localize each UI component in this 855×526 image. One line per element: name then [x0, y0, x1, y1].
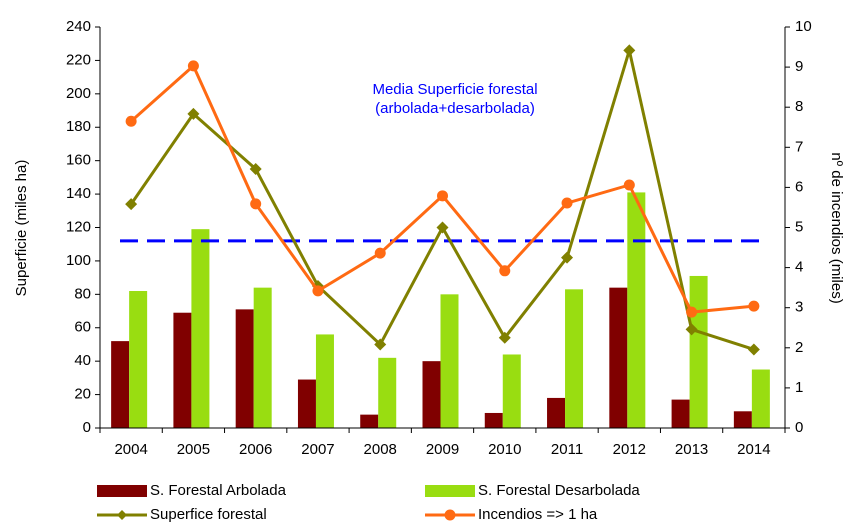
bar: [378, 357, 397, 428]
legend-swatch: [425, 485, 475, 497]
y2-tick-label: 4: [795, 259, 803, 276]
y-tick-label: 100: [66, 252, 91, 269]
legend-marker: [117, 510, 127, 520]
line-marker: [747, 343, 760, 356]
line-marker: [498, 331, 511, 344]
y2-tick-label: 10: [795, 18, 812, 35]
line-marker: [748, 300, 760, 312]
bar: [627, 192, 646, 428]
bar: [733, 411, 752, 428]
y2-tick-label: 9: [795, 58, 803, 75]
y-tick-label: 20: [74, 386, 91, 403]
line-marker: [312, 285, 324, 297]
x-tick-label: 2008: [364, 441, 397, 458]
x-tick-label: 2012: [613, 441, 646, 458]
line-marker: [125, 115, 137, 127]
line-marker: [561, 251, 574, 264]
bar: [671, 399, 690, 428]
line-marker: [437, 190, 448, 202]
y-tick-label: 120: [66, 218, 91, 235]
bar: [297, 379, 316, 428]
legend-swatch: [97, 485, 147, 497]
bar: [253, 287, 272, 428]
bar: [502, 354, 521, 428]
y-tick-label: 220: [66, 51, 91, 68]
bar: [360, 414, 379, 428]
x-tick-label: 2005: [177, 441, 210, 458]
legend-marker: [444, 509, 456, 521]
legend-label: Incendios => 1 ha: [478, 506, 598, 523]
line-marker: [374, 338, 387, 351]
line-marker: [249, 163, 262, 176]
y2-tick-label: 5: [795, 218, 803, 235]
line-marker: [685, 323, 698, 336]
bar: [111, 341, 130, 428]
bar: [173, 312, 192, 428]
x-tick-label: 2007: [301, 441, 334, 458]
y2-tick-label: 7: [795, 138, 803, 155]
legend-label: S. Forestal Arbolada: [150, 482, 287, 499]
bar: [129, 290, 148, 428]
y2-tick-label: 8: [795, 98, 803, 115]
y2-tick-label: 6: [795, 178, 803, 195]
y2-tick-label: 0: [795, 419, 803, 436]
bar: [235, 309, 254, 428]
line-marker: [499, 265, 511, 277]
legend-label: S. Forestal Desarbolada: [478, 482, 640, 499]
annotation: (arbolada+desarbolada): [375, 100, 535, 117]
y2-axis-label: nº de incendios (miles): [828, 152, 845, 303]
legend-label: Superfice forestal: [150, 506, 267, 523]
x-tick-label: 2004: [114, 441, 147, 458]
y-tick-label: 80: [74, 285, 91, 302]
y-tick-label: 160: [66, 152, 91, 169]
x-tick-label: 2014: [737, 441, 770, 458]
bar: [547, 397, 566, 428]
y-tick-label: 200: [66, 85, 91, 102]
bar: [440, 294, 459, 428]
line-marker: [187, 60, 199, 72]
bar: [484, 412, 503, 428]
line-marker: [187, 107, 200, 120]
line-marker: [623, 44, 636, 57]
line-marker: [374, 247, 386, 259]
x-tick-label: 2013: [675, 441, 708, 458]
y2-tick-label: 2: [795, 339, 803, 356]
y-tick-label: 60: [74, 319, 91, 336]
bar: [191, 229, 210, 428]
y-tick-label: 0: [83, 419, 91, 436]
annotation: Media Superficie forestal: [372, 81, 537, 98]
y-tick-label: 240: [66, 18, 91, 35]
y-axis-label: Superficie (miles ha): [13, 160, 30, 297]
bar: [689, 275, 708, 428]
bar: [609, 287, 628, 428]
y2-tick-label: 3: [795, 299, 803, 316]
y-tick-label: 180: [66, 118, 91, 135]
bar: [315, 334, 334, 428]
bar: [751, 369, 770, 428]
x-tick-label: 2010: [488, 441, 521, 458]
x-tick-label: 2011: [551, 441, 583, 458]
line-marker: [436, 221, 449, 234]
x-tick-label: 2009: [426, 441, 459, 458]
bar: [565, 289, 584, 428]
line-marker: [125, 198, 138, 211]
line-marker: [561, 197, 573, 209]
y2-tick-label: 1: [795, 379, 803, 396]
bar: [422, 361, 441, 428]
x-tick-label: 2006: [239, 441, 272, 458]
line-marker: [686, 306, 698, 318]
y-tick-label: 140: [66, 185, 91, 202]
line-marker: [250, 198, 262, 210]
y-tick-label: 40: [74, 352, 91, 369]
line-marker: [623, 179, 635, 191]
